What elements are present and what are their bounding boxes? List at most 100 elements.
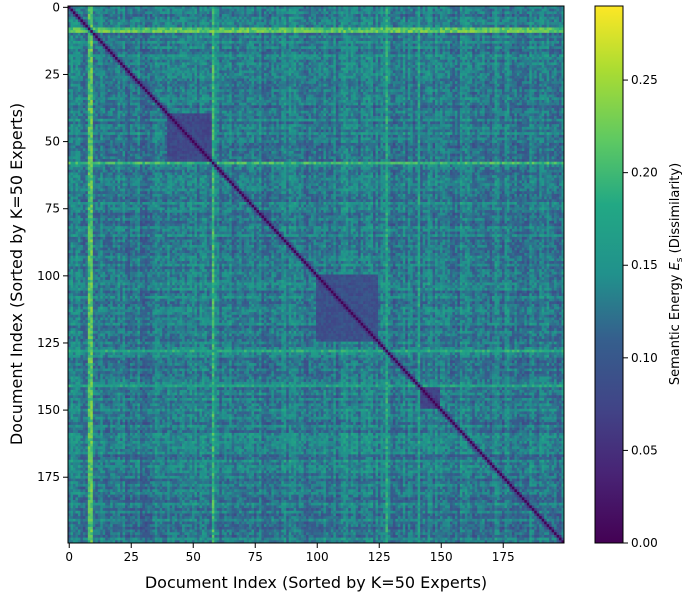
heatmap-cell <box>130 9 133 12</box>
heatmap-cell <box>142 54 145 57</box>
heatmap-cell <box>482 68 485 71</box>
heatmap-cell <box>199 41 202 44</box>
heatmap-cell <box>534 38 537 41</box>
heatmap-cell <box>132 68 135 71</box>
heatmap-cell <box>348 17 351 20</box>
heatmap-cell <box>197 52 200 55</box>
heatmap-cell <box>125 65 128 68</box>
heatmap-cell <box>93 41 96 44</box>
heatmap-cell <box>348 14 351 17</box>
heatmap-cell <box>423 44 426 47</box>
heatmap-cell <box>475 41 478 44</box>
heatmap-cell <box>229 62 232 65</box>
heatmap-cell <box>80 68 83 71</box>
heatmap-cell <box>70 44 73 47</box>
heatmap-cell <box>514 30 517 33</box>
heatmap-cell <box>157 9 160 12</box>
heatmap-cell <box>457 68 460 71</box>
heatmap-cell <box>547 30 550 33</box>
heatmap-cell <box>497 27 500 30</box>
heatmap-cell <box>296 22 299 25</box>
heatmap-cell <box>413 36 416 39</box>
heatmap-cell <box>549 60 552 63</box>
heatmap-cell <box>398 65 401 68</box>
heatmap-cell <box>554 49 557 52</box>
heatmap-cell <box>137 62 140 65</box>
heatmap-cell <box>204 52 207 55</box>
heatmap-cell <box>423 70 426 73</box>
heatmap-cell <box>328 44 331 47</box>
heatmap-cell <box>185 17 188 20</box>
heatmap-cell <box>70 49 73 52</box>
heatmap-cell <box>393 11 396 14</box>
heatmap-cell <box>242 41 245 44</box>
heatmap-cell <box>157 57 160 60</box>
heatmap-cell <box>537 9 540 12</box>
heatmap-cell <box>472 44 475 47</box>
heatmap-cell <box>85 22 88 25</box>
heatmap-cell <box>266 70 269 73</box>
heatmap-cell <box>408 65 411 68</box>
heatmap-cell <box>544 65 547 68</box>
heatmap-cell <box>261 19 264 22</box>
heatmap-cell <box>534 36 537 39</box>
heatmap-cell <box>450 33 453 36</box>
heatmap-cell <box>380 54 383 57</box>
heatmap-cell <box>420 19 423 22</box>
heatmap-cell <box>388 57 391 60</box>
heatmap-cell <box>393 68 396 71</box>
heatmap-cell <box>430 11 433 14</box>
heatmap-cell <box>348 11 351 14</box>
heatmap-cell <box>177 19 180 22</box>
heatmap-cell <box>113 27 116 30</box>
heatmap-cell <box>346 52 349 55</box>
heatmap-cell <box>321 57 324 60</box>
heatmap-cell <box>93 27 96 30</box>
heatmap-cell <box>368 65 371 68</box>
heatmap-cell <box>105 30 108 33</box>
heatmap-cell <box>326 68 329 71</box>
heatmap-cell <box>165 60 168 63</box>
heatmap-cell <box>514 62 517 65</box>
heatmap-cell <box>356 70 359 73</box>
heatmap-cell <box>430 46 433 49</box>
heatmap-cell <box>420 38 423 41</box>
heatmap-cell <box>559 49 562 52</box>
heatmap-cell <box>123 19 126 22</box>
heatmap-cell <box>249 27 252 30</box>
heatmap-cell <box>296 70 299 73</box>
heatmap-cell <box>160 19 163 22</box>
heatmap-cell <box>249 41 252 44</box>
heatmap-cell <box>177 41 180 44</box>
heatmap-cell <box>182 38 185 41</box>
heatmap-cell <box>331 49 334 52</box>
heatmap-cell <box>410 14 413 17</box>
heatmap-cell <box>490 33 493 36</box>
heatmap-cell <box>415 41 418 44</box>
heatmap-cell <box>130 70 133 73</box>
heatmap-cell <box>88 68 91 71</box>
heatmap-cell <box>430 68 433 71</box>
heatmap-cell <box>346 22 349 25</box>
heatmap-cell <box>165 68 168 71</box>
heatmap-cell <box>130 54 133 57</box>
heatmap-cell <box>299 54 302 57</box>
heatmap-cell <box>182 60 185 63</box>
heatmap-cell <box>504 54 507 57</box>
heatmap-cell <box>482 19 485 22</box>
heatmap-cell <box>509 33 512 36</box>
heatmap-cell <box>284 57 287 60</box>
heatmap-cell <box>180 60 183 63</box>
heatmap-cell <box>135 57 138 60</box>
heatmap-cell <box>400 9 403 12</box>
heatmap-cell <box>452 14 455 17</box>
heatmap-cell <box>323 49 326 52</box>
heatmap-cell <box>529 60 532 63</box>
heatmap-cell <box>187 70 190 73</box>
heatmap-cell <box>182 30 185 33</box>
heatmap-cell <box>281 68 284 71</box>
heatmap-cell <box>172 33 175 36</box>
heatmap-cell <box>326 54 329 57</box>
heatmap-cell <box>190 36 193 39</box>
heatmap-cell <box>125 38 128 41</box>
